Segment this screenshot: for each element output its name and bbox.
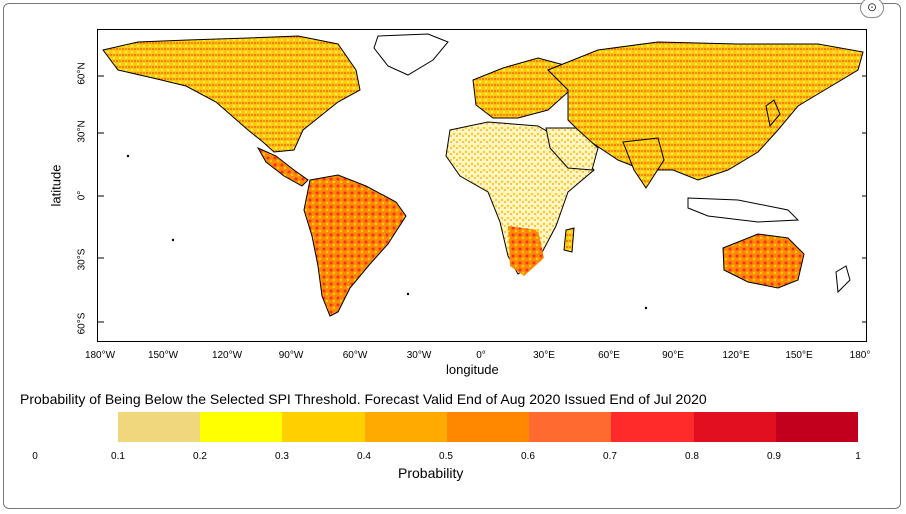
- colorbar-tick-label: 0.8: [685, 451, 699, 462]
- lat-tick-label: 60°N: [76, 62, 88, 85]
- arabia-land: [545, 127, 599, 171]
- lon-tick-label: 180°W: [84, 350, 116, 361]
- colorbar-tick-label: 0.4: [357, 451, 371, 462]
- colorbar-tick-label: 0.3: [275, 451, 289, 462]
- colorbar-segment: [611, 412, 694, 442]
- lat-tick-label: 30°S: [76, 248, 88, 271]
- southern-africa-land: [508, 226, 544, 276]
- y-axis-title: latitude: [48, 164, 64, 207]
- world-map: [98, 33, 866, 323]
- x-axis-title: longitude: [446, 362, 499, 377]
- colorbar-segment: [200, 412, 283, 442]
- japan-land: [765, 99, 781, 128]
- lon-tick-label: 180°: [849, 350, 871, 361]
- colorbar-tick-label: 0.6: [521, 451, 535, 462]
- colorbar-zero-label: 0: [32, 451, 38, 462]
- colorbar-title: Probability: [398, 465, 464, 481]
- colorbar-tick-label: 0.5: [439, 451, 453, 462]
- colorbar-segment: [529, 412, 612, 442]
- north-america-land: [102, 35, 361, 153]
- colorbar: [118, 412, 858, 442]
- lon-tick-label: 120°E: [722, 350, 750, 361]
- colorbar-segment: [364, 412, 447, 442]
- madagascar-land: [563, 227, 575, 253]
- lon-tick-label: 60°E: [598, 350, 620, 361]
- lon-tick-label: 30°E: [533, 350, 555, 361]
- colorbar-segment: [775, 412, 858, 442]
- lon-tick-label: 150°W: [147, 350, 179, 361]
- colorbar-segment: [282, 412, 365, 442]
- europe-land: [472, 57, 569, 119]
- colorbar-segment: [446, 412, 530, 442]
- lon-tick-label: 90°W: [278, 350, 304, 361]
- map-plot-area: [97, 29, 867, 342]
- lon-tick-label: 30°W: [406, 350, 432, 361]
- south-america-land: [303, 174, 407, 317]
- lon-tick-label: 120°W: [211, 350, 243, 361]
- lat-tick-label: 0°: [76, 190, 88, 201]
- new-zealand-land: [835, 265, 851, 294]
- lon-tick-label: 150°E: [785, 350, 813, 361]
- lat-tick-label: 30°N: [76, 120, 88, 143]
- lon-tick-label: 90°E: [662, 350, 684, 361]
- lat-tick-label: 60°S: [76, 312, 88, 335]
- lon-tick-label: 60°W: [342, 350, 368, 361]
- colorbar-tick-label: 0.7: [603, 451, 617, 462]
- central-america-land: [256, 146, 309, 187]
- colorbar-segment: [118, 412, 201, 442]
- figure-frame: ⊙: [3, 0, 901, 509]
- greenland-land: [373, 33, 449, 76]
- colorbar-tick-label: 0.9: [767, 451, 781, 462]
- australia-land: [722, 233, 805, 289]
- indonesia-land: [687, 197, 800, 223]
- india-land: [622, 137, 665, 189]
- colorbar-tick-label: 0.1: [111, 451, 125, 462]
- corner-button[interactable]: ⊙: [860, 0, 884, 18]
- colorbar-tick-label: 1: [855, 451, 861, 462]
- lon-tick-label: 0°: [476, 350, 486, 361]
- colorbar-tick-label: 0.2: [193, 451, 207, 462]
- map-caption: Probability of Being Below the Selected …: [20, 391, 707, 407]
- colorbar-segment: [693, 412, 776, 442]
